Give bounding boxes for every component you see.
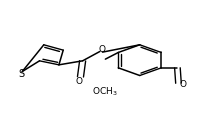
Text: O: O [98, 45, 105, 54]
Text: S: S [18, 68, 24, 79]
Text: OCH$_3$: OCH$_3$ [92, 86, 118, 98]
Text: O: O [179, 80, 186, 89]
Text: O: O [76, 77, 83, 86]
